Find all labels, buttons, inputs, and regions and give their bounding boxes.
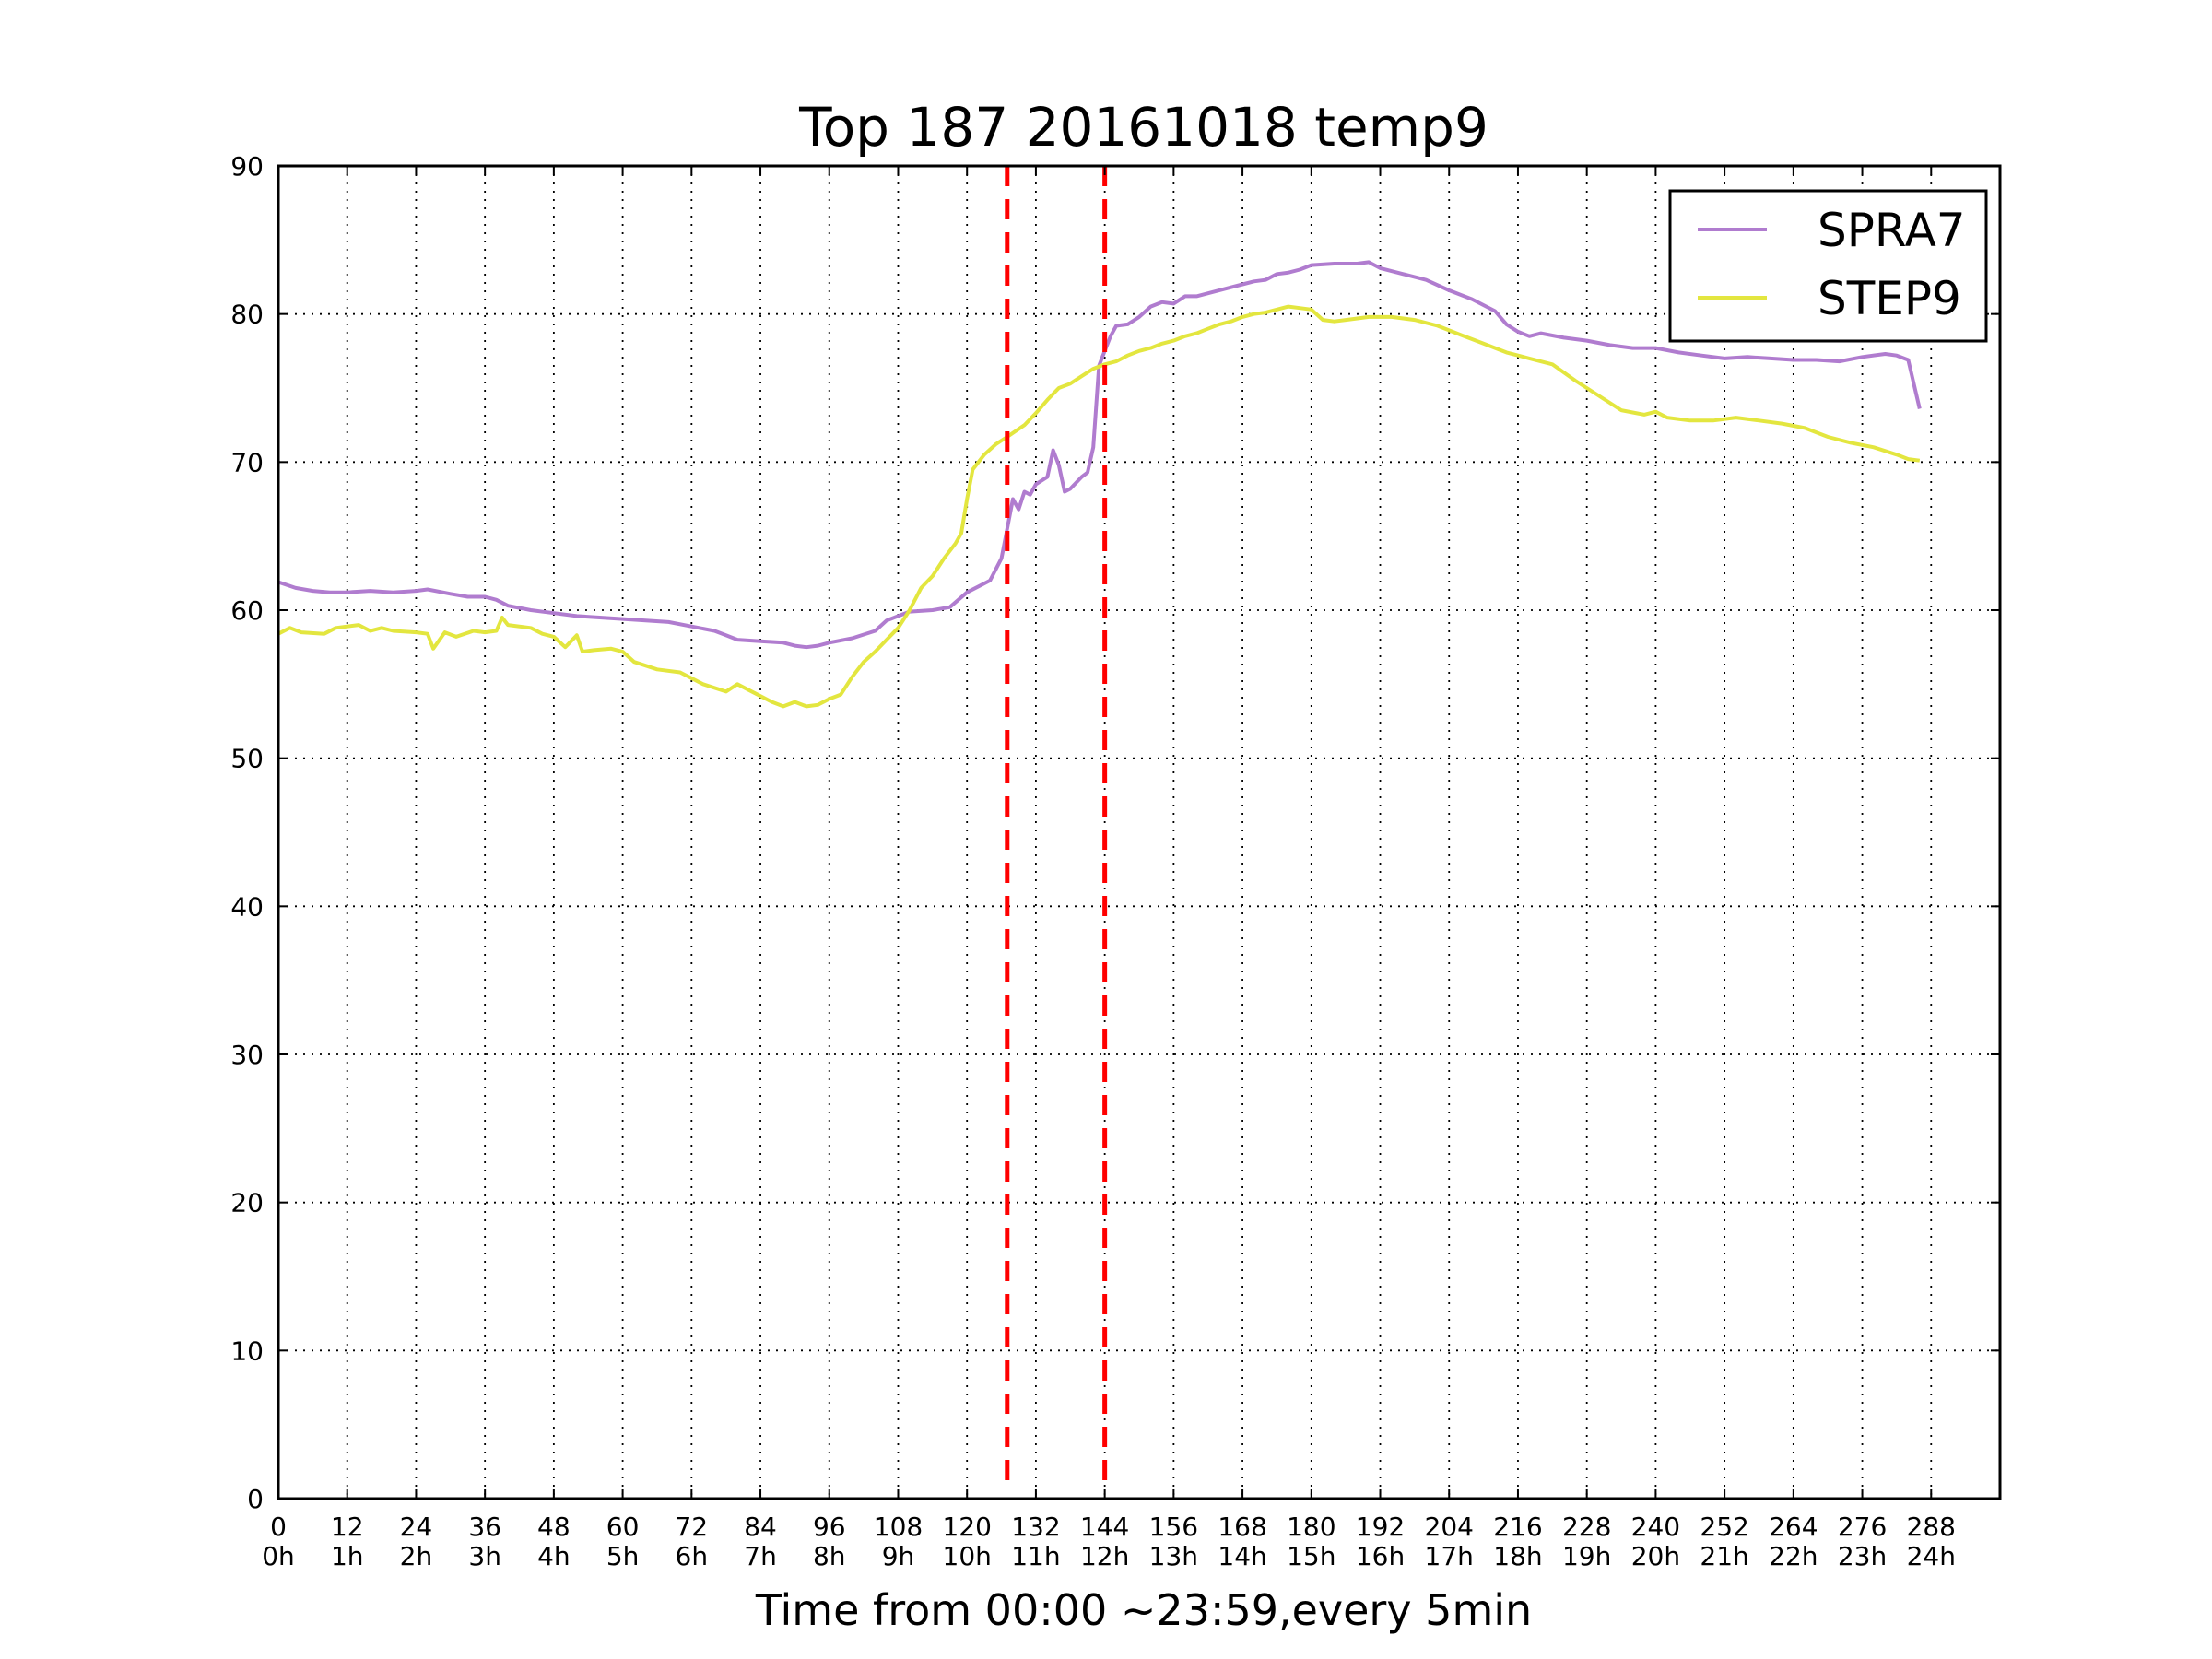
x-tick-label: 120 bbox=[942, 1512, 991, 1542]
x-tick-label: 72 bbox=[675, 1512, 708, 1542]
x-tick-label: 168 bbox=[1218, 1512, 1266, 1542]
y-tick-label: 80 bbox=[230, 300, 264, 330]
x-tick-label: 252 bbox=[1700, 1512, 1748, 1542]
x-tick-hour-label: 20h bbox=[1631, 1541, 1680, 1571]
x-tick-hour-label: 16h bbox=[1356, 1541, 1405, 1571]
x-tick-hour-label: 4h bbox=[537, 1541, 571, 1571]
plot-frame bbox=[276, 164, 2002, 1500]
x-tick-label: 228 bbox=[1562, 1512, 1611, 1542]
x-tick-label: 180 bbox=[1287, 1512, 1335, 1542]
x-tick-label: 192 bbox=[1356, 1512, 1405, 1542]
series-layer bbox=[277, 260, 1922, 709]
x-tick-hour-label: 18h bbox=[1493, 1541, 1542, 1571]
x-tick-hour-label: 8h bbox=[813, 1541, 846, 1571]
x-tick-label: 84 bbox=[744, 1512, 777, 1542]
x-tick-label: 204 bbox=[1425, 1512, 1474, 1542]
y-tick-label: 30 bbox=[230, 1040, 264, 1070]
x-tick-hour-label: 10h bbox=[943, 1541, 992, 1571]
x-tick-hour-label: 11h bbox=[1011, 1541, 1060, 1571]
legend-label-spra7: SPRA7 bbox=[1818, 204, 1966, 257]
x-tick-hour-label: 2h bbox=[400, 1541, 433, 1571]
x-tick-hour-label: 22h bbox=[1769, 1541, 1818, 1571]
x-tick-label: 132 bbox=[1011, 1512, 1060, 1542]
x-tick-hour-label: 17h bbox=[1425, 1541, 1474, 1571]
x-tick-hour-label: 24h bbox=[1907, 1541, 1956, 1571]
x-tick-label: 276 bbox=[1838, 1512, 1887, 1542]
x-tick-label: 24 bbox=[400, 1512, 433, 1542]
tick-layer: 00h121h242h363h484h605h726h847h968h1089h… bbox=[230, 151, 2000, 1571]
x-tick-hour-label: 3h bbox=[468, 1541, 501, 1571]
x-tick-label: 240 bbox=[1631, 1512, 1680, 1542]
y-tick-label: 40 bbox=[230, 891, 264, 922]
y-tick-label: 90 bbox=[230, 151, 264, 182]
x-tick-hour-label: 12h bbox=[1080, 1541, 1129, 1571]
x-tick-hour-label: 7h bbox=[744, 1541, 777, 1571]
x-tick-hour-label: 6h bbox=[676, 1541, 709, 1571]
x-tick-hour-label: 5h bbox=[606, 1541, 640, 1571]
legend-label-step9: STEP9 bbox=[1818, 272, 1961, 325]
x-axis-label: Time from 00:00 ~23:59,every 5min bbox=[755, 1585, 1532, 1635]
x-tick-label: 144 bbox=[1080, 1512, 1129, 1542]
legend: SPRA7 STEP9 bbox=[1668, 189, 1988, 343]
chart-title: Top 187 20161018 temp9 bbox=[798, 96, 1488, 159]
series-line-spra7 bbox=[277, 260, 1922, 650]
x-tick-hour-label: 15h bbox=[1287, 1541, 1335, 1571]
x-tick-label: 12 bbox=[331, 1512, 364, 1542]
y-tick-label: 10 bbox=[230, 1335, 264, 1366]
grid-layer bbox=[278, 166, 2000, 1499]
x-tick-hour-label: 23h bbox=[1838, 1541, 1887, 1571]
x-tick-label: 264 bbox=[1769, 1512, 1818, 1542]
y-tick-label: 20 bbox=[230, 1188, 264, 1218]
vertical-marker-layer bbox=[1005, 166, 1108, 1486]
x-tick-label: 216 bbox=[1493, 1512, 1542, 1542]
x-tick-label: 0 bbox=[270, 1512, 287, 1542]
x-tick-hour-label: 14h bbox=[1218, 1541, 1266, 1571]
x-tick-hour-label: 0h bbox=[262, 1541, 295, 1571]
x-tick-label: 108 bbox=[874, 1512, 923, 1542]
x-tick-hour-label: 21h bbox=[1700, 1541, 1748, 1571]
y-tick-label: 60 bbox=[230, 595, 264, 626]
x-tick-hour-label: 1h bbox=[331, 1541, 364, 1571]
x-tick-label: 36 bbox=[468, 1512, 501, 1542]
y-tick-label: 70 bbox=[230, 447, 264, 477]
x-tick-hour-label: 13h bbox=[1149, 1541, 1198, 1571]
x-tick-label: 156 bbox=[1149, 1512, 1198, 1542]
x-tick-label: 60 bbox=[606, 1512, 640, 1542]
x-tick-label: 48 bbox=[537, 1512, 571, 1542]
y-tick-label: 0 bbox=[247, 1484, 264, 1514]
y-tick-label: 50 bbox=[230, 744, 264, 774]
legend-box bbox=[1668, 189, 1988, 343]
x-tick-label: 96 bbox=[813, 1512, 846, 1542]
x-tick-label: 288 bbox=[1907, 1512, 1956, 1542]
x-tick-hour-label: 19h bbox=[1562, 1541, 1611, 1571]
x-tick-hour-label: 9h bbox=[882, 1541, 915, 1571]
series-line-step9 bbox=[277, 304, 1921, 709]
